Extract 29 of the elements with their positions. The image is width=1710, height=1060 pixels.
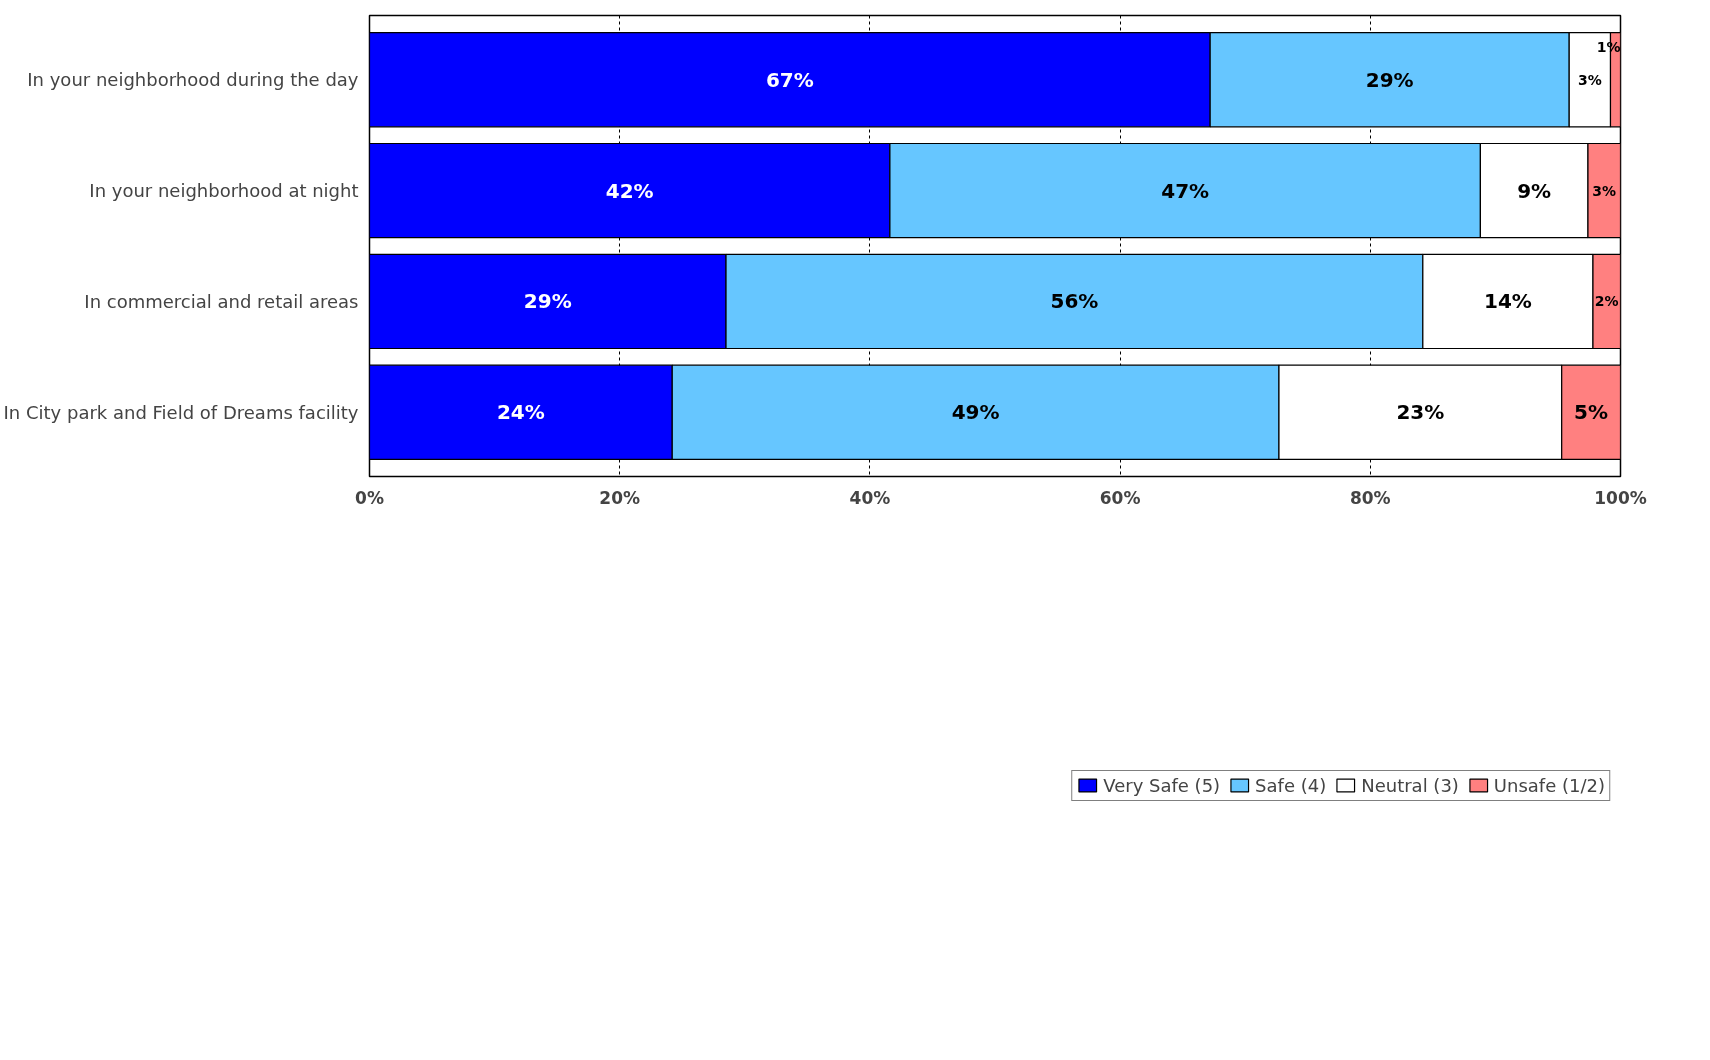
legend-label: Safe (4) bbox=[1255, 774, 1327, 796]
data-label: 67% bbox=[765, 67, 814, 92]
data-label: 9% bbox=[1517, 178, 1552, 203]
data-label: 29% bbox=[523, 289, 572, 314]
data-label: 47% bbox=[1161, 178, 1210, 203]
x-tick-label: 0% bbox=[355, 487, 384, 508]
data-label: 23% bbox=[1396, 400, 1445, 425]
y-tick-label: In your neighborhood at night bbox=[89, 180, 359, 202]
x-tick-label: 20% bbox=[599, 487, 641, 508]
y-tick-label: In City park and Field of Dreams facility bbox=[3, 401, 359, 423]
x-tick-label: 60% bbox=[1099, 487, 1141, 508]
data-label: 14% bbox=[1483, 289, 1532, 314]
legend-label: Unsafe (1/2) bbox=[1493, 774, 1605, 796]
data-label: 49% bbox=[951, 400, 1000, 425]
data-label: 29% bbox=[1365, 67, 1414, 92]
y-tick-label: In commercial and retail areas bbox=[84, 290, 359, 312]
data-label: 3% bbox=[1577, 71, 1602, 88]
legend-label: Very Safe (5) bbox=[1103, 774, 1221, 796]
x-tick-label: 80% bbox=[1349, 487, 1391, 508]
data-label: 42% bbox=[605, 178, 654, 203]
data-label: 2% bbox=[1594, 293, 1619, 310]
y-tick-label: In your neighborhood during the day bbox=[27, 69, 359, 91]
data-label: 56% bbox=[1050, 289, 1099, 314]
data-label: 24% bbox=[496, 400, 545, 425]
x-tick-label: 100% bbox=[1594, 487, 1647, 508]
legend-label: Neutral (3) bbox=[1361, 774, 1459, 796]
data-label: 5% bbox=[1574, 400, 1609, 425]
x-tick-label: 40% bbox=[849, 487, 891, 508]
data-label: 3% bbox=[1592, 182, 1617, 199]
